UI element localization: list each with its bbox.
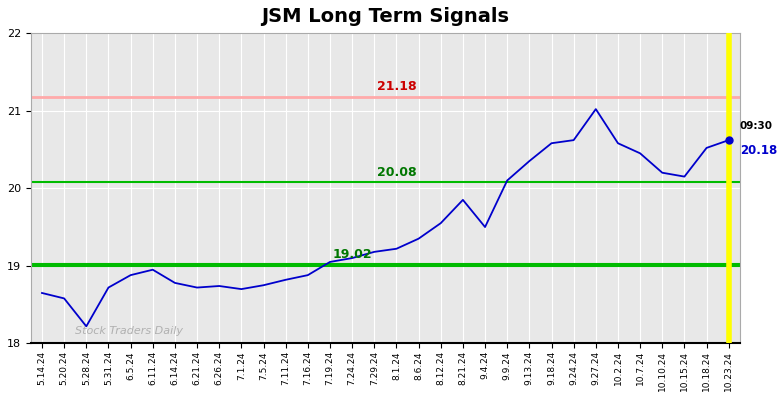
Title: JSM Long Term Signals: JSM Long Term Signals [261, 7, 510, 26]
Text: Stock Traders Daily: Stock Traders Daily [75, 326, 183, 336]
Text: 20.08: 20.08 [376, 166, 416, 179]
Text: 21.18: 21.18 [376, 80, 416, 94]
Text: 20.18: 20.18 [740, 144, 777, 157]
Text: 19.02: 19.02 [332, 248, 372, 261]
Text: 09:30: 09:30 [740, 121, 773, 131]
